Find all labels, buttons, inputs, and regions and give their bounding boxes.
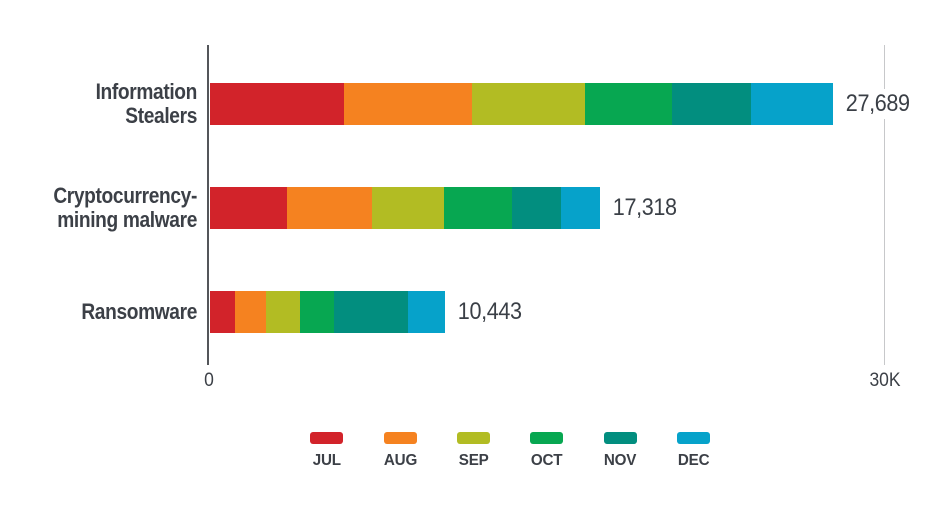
category-label-line: Cryptocurrency- <box>53 183 198 208</box>
legend-swatch-aug <box>383 432 417 444</box>
y-axis-line <box>207 45 209 365</box>
legend-item-oct: OCT <box>530 432 564 469</box>
legend: JUL AUG SEP OCT NOV DEC <box>310 432 710 469</box>
bar-segment-jul <box>210 187 287 229</box>
legend-item-nov: NOV <box>603 432 637 469</box>
category-label-line: Information <box>95 79 198 104</box>
legend-label: JUL <box>312 452 341 469</box>
legend-label: NOV <box>603 452 637 469</box>
category-label: Information Stealers <box>26 79 198 128</box>
category-label: Ransomware <box>26 300 197 324</box>
category-label-line: Stealers <box>125 103 197 128</box>
legend-label: OCT <box>530 452 563 469</box>
category-label: Cryptocurrency-mining malware <box>26 184 197 232</box>
bar-total-label: 17,318 <box>610 193 680 223</box>
bar-segment-nov <box>511 187 561 229</box>
stacked-bar <box>210 187 600 229</box>
legend-item-aug: AUG <box>383 432 418 469</box>
bar-segment-jul <box>210 291 236 333</box>
bar-segment-jul <box>210 83 344 125</box>
bar-segment-oct <box>444 187 512 229</box>
bar-segment-sep <box>266 291 300 333</box>
x-tick-label-zero: 0 <box>204 370 214 391</box>
legend-label: SEP <box>458 452 489 469</box>
legend-item-jul: JUL <box>310 432 343 469</box>
bar-segment-sep <box>371 187 445 229</box>
bar-segment-oct <box>299 291 334 333</box>
bar-segment-nov <box>333 291 409 333</box>
category-label-line: mining malware <box>57 207 197 232</box>
bar-segment-oct <box>585 83 673 125</box>
bar-segment-dec <box>560 187 600 229</box>
bar-segment-aug <box>286 187 372 229</box>
x-max-boundary-line <box>884 45 885 365</box>
legend-label: AUG <box>383 452 417 469</box>
bar-total-label: 10,443 <box>455 297 526 327</box>
category-label-line: Ransomware <box>81 299 197 324</box>
stacked-bar <box>210 83 833 125</box>
legend-item-sep: SEP <box>457 432 491 469</box>
legend-swatch-sep <box>457 432 491 444</box>
legend-item-dec: DEC <box>676 432 710 469</box>
stacked-bar <box>210 291 445 333</box>
bar-segment-aug <box>343 83 472 125</box>
bar-segment-nov <box>672 83 752 125</box>
legend-swatch-oct <box>530 432 564 444</box>
bar-segment-aug <box>235 291 267 333</box>
bar-total-label: 27,689 <box>844 89 914 119</box>
legend-swatch-dec <box>676 432 710 444</box>
legend-swatch-jul <box>310 432 343 444</box>
legend-label: DEC <box>677 452 710 469</box>
bar-segment-sep <box>471 83 586 125</box>
bar-segment-dec <box>751 83 833 125</box>
legend-swatch-nov <box>603 432 637 444</box>
x-tick-label-30k: 30K <box>869 370 901 391</box>
bar-segment-dec <box>408 291 445 333</box>
